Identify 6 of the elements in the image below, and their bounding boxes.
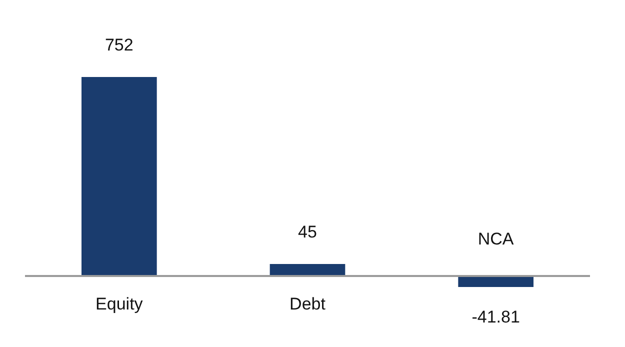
data-label: -41.81 [472,308,520,327]
x-tick-label: NCA [478,230,514,249]
data-label: 752 [104,36,134,55]
x-tick-label: Equity [96,294,144,314]
data-label: 45 [298,222,317,242]
x-tick-label: Debt [290,294,326,314]
